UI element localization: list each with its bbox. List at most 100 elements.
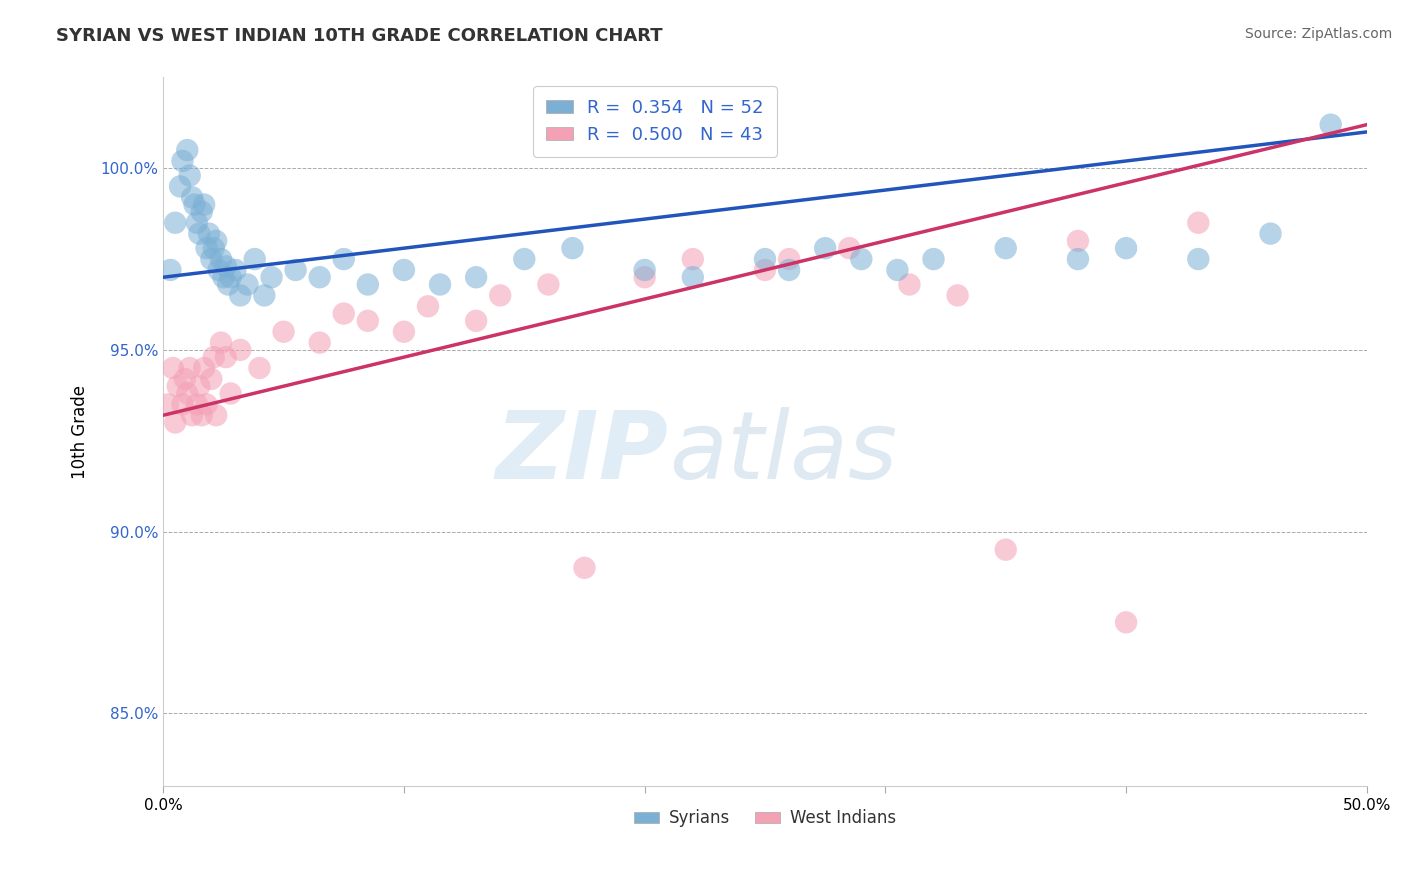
Point — [172, 397, 194, 411]
Point — [181, 409, 204, 423]
Point — [219, 386, 242, 401]
Point — [1115, 615, 1137, 630]
Point — [922, 252, 945, 266]
Point — [195, 397, 218, 411]
Point — [814, 241, 837, 255]
Point — [202, 350, 225, 364]
Point — [1187, 216, 1209, 230]
Point — [193, 361, 215, 376]
Point — [465, 270, 488, 285]
Point — [284, 263, 307, 277]
Point — [489, 288, 512, 302]
Text: atlas: atlas — [669, 408, 897, 499]
Point — [778, 263, 800, 277]
Point — [886, 263, 908, 277]
Point — [994, 241, 1017, 255]
Point — [183, 197, 205, 211]
Point — [209, 335, 232, 350]
Point — [186, 216, 208, 230]
Point — [205, 409, 228, 423]
Y-axis label: 10th Grade: 10th Grade — [72, 384, 89, 479]
Point — [416, 299, 439, 313]
Point — [162, 361, 184, 376]
Point — [308, 270, 330, 285]
Point — [205, 234, 228, 248]
Point — [200, 252, 222, 266]
Point — [179, 169, 201, 183]
Point — [209, 252, 232, 266]
Point — [188, 379, 211, 393]
Point — [253, 288, 276, 302]
Point — [754, 252, 776, 266]
Point — [190, 204, 212, 219]
Point — [561, 241, 583, 255]
Point — [202, 241, 225, 255]
Point — [332, 307, 354, 321]
Point — [634, 270, 657, 285]
Point — [1260, 227, 1282, 241]
Text: SYRIAN VS WEST INDIAN 10TH GRADE CORRELATION CHART: SYRIAN VS WEST INDIAN 10TH GRADE CORRELA… — [56, 27, 662, 45]
Point — [1067, 234, 1090, 248]
Point — [229, 343, 252, 357]
Point — [851, 252, 873, 266]
Point — [537, 277, 560, 292]
Legend: Syrians, West Indians: Syrians, West Indians — [627, 803, 903, 834]
Point — [574, 561, 596, 575]
Point — [1319, 118, 1341, 132]
Point — [198, 227, 221, 241]
Point — [176, 386, 198, 401]
Point — [200, 372, 222, 386]
Point — [308, 335, 330, 350]
Point — [243, 252, 266, 266]
Point — [994, 542, 1017, 557]
Point — [229, 288, 252, 302]
Point — [165, 416, 187, 430]
Point — [513, 252, 536, 266]
Point — [778, 252, 800, 266]
Point — [176, 143, 198, 157]
Point — [157, 397, 180, 411]
Point — [465, 314, 488, 328]
Point — [173, 372, 195, 386]
Point — [219, 270, 242, 285]
Point — [838, 241, 860, 255]
Point — [165, 216, 187, 230]
Point — [392, 325, 415, 339]
Point — [682, 270, 704, 285]
Point — [207, 263, 229, 277]
Point — [159, 263, 181, 277]
Point — [172, 153, 194, 168]
Point — [215, 260, 238, 274]
Point — [946, 288, 969, 302]
Point — [169, 179, 191, 194]
Text: Source: ZipAtlas.com: Source: ZipAtlas.com — [1244, 27, 1392, 41]
Point — [181, 190, 204, 204]
Point — [273, 325, 295, 339]
Point — [249, 361, 271, 376]
Point — [1187, 252, 1209, 266]
Point — [212, 270, 235, 285]
Point — [193, 197, 215, 211]
Point — [224, 263, 246, 277]
Point — [429, 277, 451, 292]
Point — [332, 252, 354, 266]
Point — [392, 263, 415, 277]
Point — [260, 270, 283, 285]
Point — [682, 252, 704, 266]
Text: ZIP: ZIP — [496, 407, 669, 499]
Point — [1115, 241, 1137, 255]
Point — [179, 361, 201, 376]
Point — [166, 379, 188, 393]
Point — [195, 241, 218, 255]
Point — [357, 277, 380, 292]
Point — [357, 314, 380, 328]
Point — [898, 277, 921, 292]
Point — [634, 263, 657, 277]
Point — [1067, 252, 1090, 266]
Point — [754, 263, 776, 277]
Point — [190, 409, 212, 423]
Point — [188, 227, 211, 241]
Point — [186, 397, 208, 411]
Point — [236, 277, 259, 292]
Point — [217, 277, 239, 292]
